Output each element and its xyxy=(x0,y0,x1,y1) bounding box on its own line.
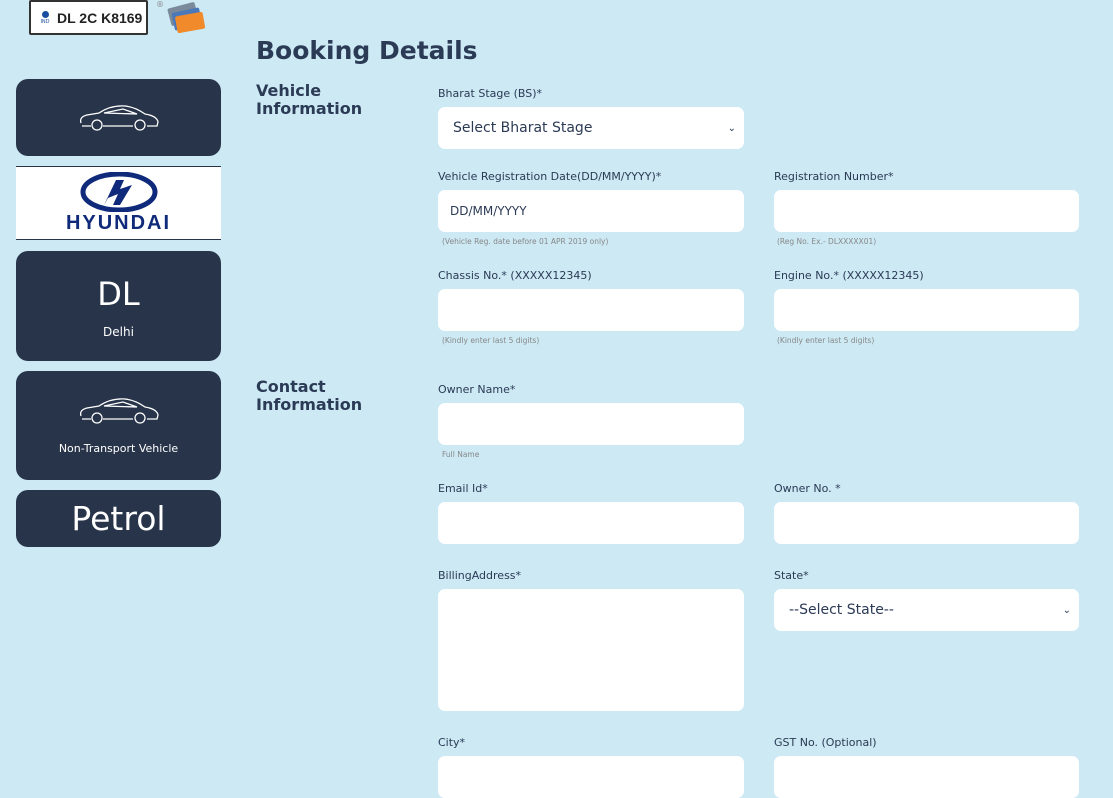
car-icon xyxy=(79,104,159,131)
regno-label: Registration Number* xyxy=(774,170,894,183)
engine-label: Engine No.* (XXXXX12345) xyxy=(774,269,924,282)
car-icon xyxy=(79,398,159,424)
state-name: Delhi xyxy=(103,325,134,339)
fuel-card[interactable]: Petrol xyxy=(16,490,221,547)
chassis-input[interactable] xyxy=(438,289,744,331)
regdate-hint: (Vehicle Reg. date before 01 APR 2019 on… xyxy=(442,237,609,246)
gst-label: GST No. (Optional) xyxy=(774,736,877,749)
chevron-down-icon: ⌄ xyxy=(1062,604,1071,616)
address-label: BillingAddress* xyxy=(438,569,522,582)
bs-label: Bharat Stage (BS)* xyxy=(438,87,543,100)
sticker-icon xyxy=(167,2,205,33)
address-textarea[interactable] xyxy=(438,589,744,711)
owner-name-input[interactable] xyxy=(438,403,744,445)
owner-label: Owner Name* xyxy=(438,383,516,396)
regdate-label: Vehicle Registration Date(DD/MM/YYYY)* xyxy=(438,170,662,183)
regno-input[interactable] xyxy=(774,190,1079,232)
plate-text: DL 2C K8169 xyxy=(57,9,143,26)
engine-hint: (Kindly enter last 5 digits) xyxy=(777,336,875,345)
state-card[interactable]: DL Delhi xyxy=(16,251,221,361)
gst-input[interactable] xyxy=(774,756,1079,798)
regdate-input[interactable]: DD/MM/YYYY xyxy=(438,190,744,232)
bs-select[interactable]: Select Bharat Stage ⌄ xyxy=(438,107,744,149)
city-input[interactable] xyxy=(438,756,744,798)
state-code: DL xyxy=(97,275,140,313)
phone-input[interactable] xyxy=(774,502,1079,544)
ind-emblem: IND xyxy=(39,10,51,25)
page-title: Booking Details xyxy=(256,36,478,65)
make-name: HYUNDAI xyxy=(65,212,172,234)
contact-section-title: Contact Information xyxy=(256,377,363,414)
fuel-name: Petrol xyxy=(71,499,166,538)
hyundai-logo: HYUNDAI xyxy=(16,166,221,240)
state-label: State* xyxy=(774,569,809,582)
vehicle-section-title: Vehicle Information xyxy=(256,81,363,118)
phone-label: Owner No. * xyxy=(774,482,841,495)
vehicle-type-card[interactable] xyxy=(16,79,221,156)
hyundai-emblem-icon xyxy=(80,172,157,212)
chassis-hint: (Kindly enter last 5 digits) xyxy=(442,336,540,345)
category-card[interactable]: Non-Transport Vehicle xyxy=(16,371,221,480)
category-name: Non-Transport Vehicle xyxy=(58,442,179,455)
chevron-down-icon: ⌄ xyxy=(727,122,736,134)
state-select[interactable]: --Select State-- ⌄ xyxy=(774,589,1079,631)
registered-mark: ® xyxy=(156,0,164,9)
engine-input[interactable] xyxy=(774,289,1079,331)
number-plate-logo: IND DL 2C K8169 xyxy=(29,0,148,35)
chassis-label: Chassis No.* (XXXXX12345) xyxy=(438,269,592,282)
email-input[interactable] xyxy=(438,502,744,544)
city-label: City* xyxy=(438,736,466,749)
email-label: Email Id* xyxy=(438,482,488,495)
regno-hint: (Reg No. Ex.- DLXXXXX01) xyxy=(777,237,877,246)
owner-hint: Full Name xyxy=(442,450,480,459)
